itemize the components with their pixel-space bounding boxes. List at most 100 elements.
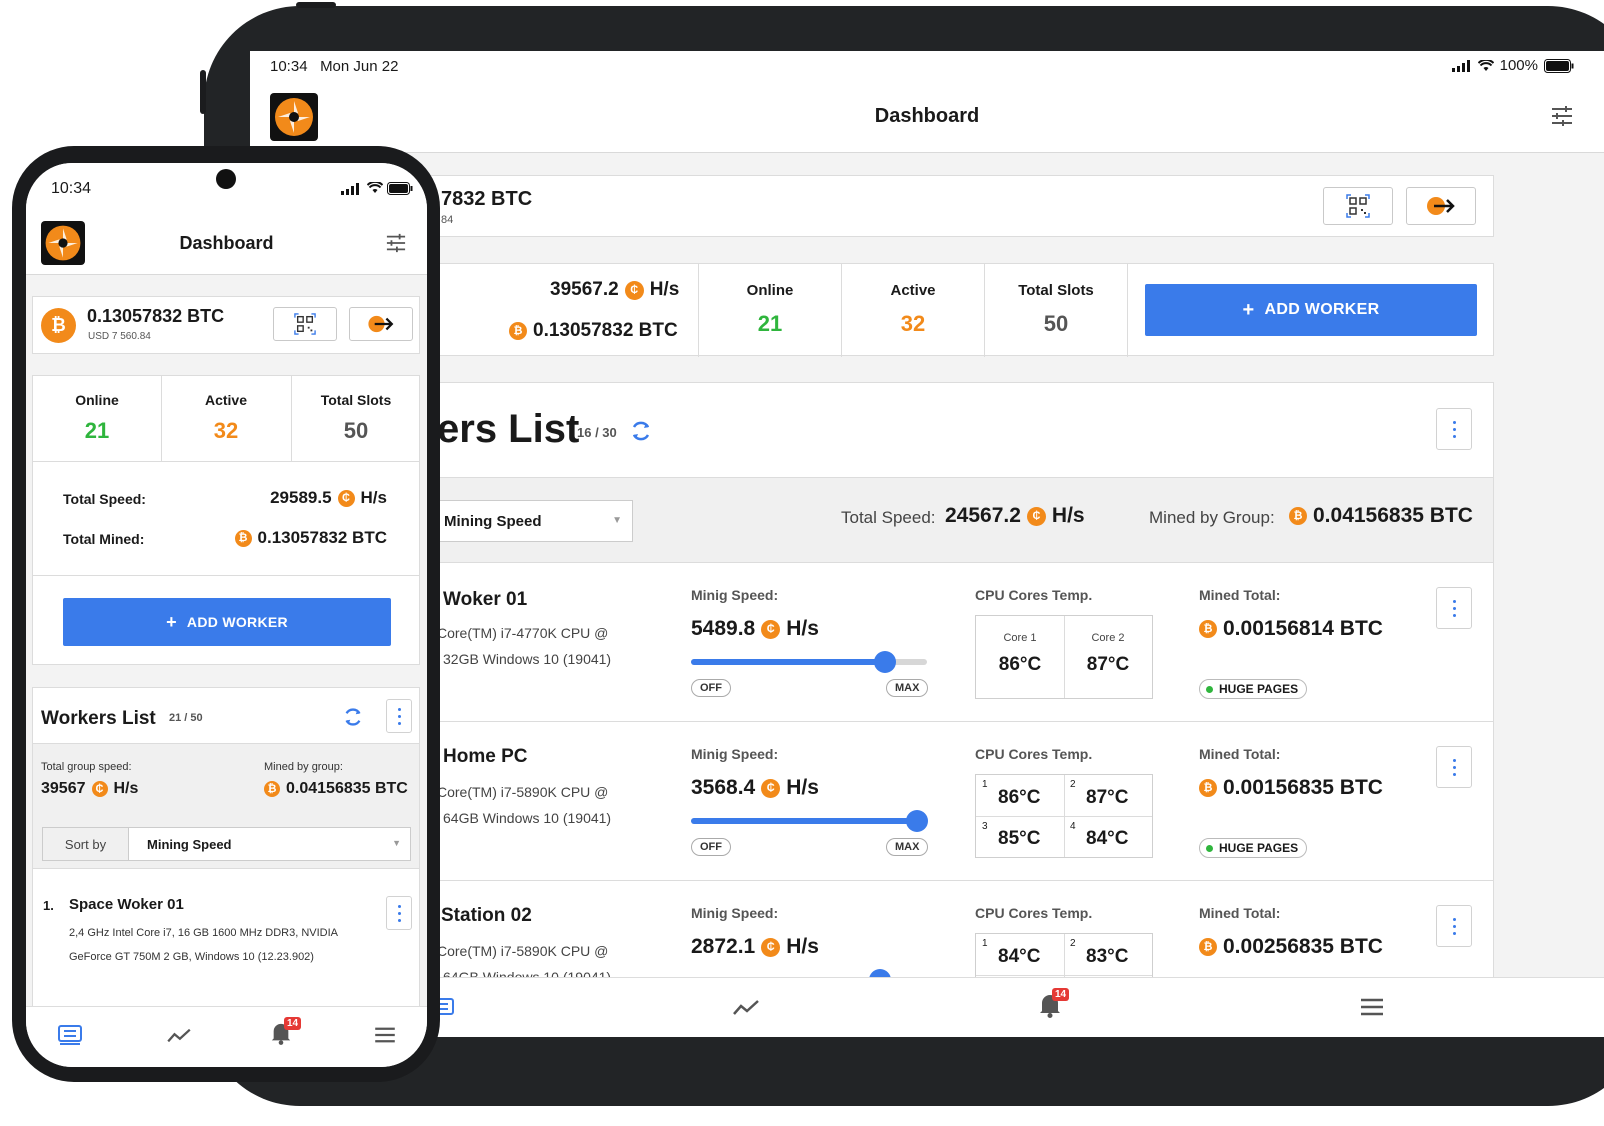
app-logo-icon[interactable] xyxy=(270,93,318,141)
worker-row[interactable]: Station 02 Core(TM) i7-5890K CPU @ 64GB … xyxy=(250,881,1493,1037)
worker-speed-unit: H/s xyxy=(786,776,819,799)
filter-settings-icon[interactable] xyxy=(1550,105,1574,127)
withdraw-button[interactable] xyxy=(1406,187,1476,225)
workers-list-title: Workers List xyxy=(41,708,156,729)
divider xyxy=(291,376,292,461)
workers-count: 16 / 30 xyxy=(577,425,617,440)
group-summary: Total group speed: 39567 ₵ H/s Mined by … xyxy=(33,743,419,869)
tab-notifications[interactable]: 14 xyxy=(270,1017,302,1049)
speed-slider-knob[interactable] xyxy=(873,651,896,673)
battery-icon xyxy=(387,182,413,195)
worker-speed: 5489.8 ₵ H/s xyxy=(691,617,819,641)
worker-menu-button[interactable] xyxy=(386,896,412,930)
worker-spec: 64GB Windows 10 (19041) xyxy=(443,810,612,826)
speed-slider-knob[interactable] xyxy=(906,810,928,832)
status-time: 10:34 xyxy=(51,180,92,197)
filter-settings-icon[interactable] xyxy=(385,233,407,253)
divider xyxy=(33,575,419,576)
withdraw-button[interactable] xyxy=(349,307,413,341)
slots-count: 50 xyxy=(1043,311,1069,336)
group-speed-value: 39567 xyxy=(41,780,86,797)
refresh-icon[interactable] xyxy=(629,419,653,443)
bitcoin-icon: ₿ xyxy=(234,529,252,547)
slider-max-label: MAX xyxy=(886,679,929,697)
speed-label: Minig Speed: xyxy=(691,905,779,921)
qr-code-icon xyxy=(294,313,316,335)
cellular-signal-icon xyxy=(341,183,359,195)
online-count: 21 xyxy=(84,418,110,443)
online-label: Online xyxy=(746,282,794,299)
worker-row[interactable]: Home PC Core(TM) i7-5890K CPU @ 64GB Win… xyxy=(250,722,1493,881)
withdraw-icon xyxy=(368,315,394,333)
divider xyxy=(33,461,419,462)
add-worker-button[interactable]: + ADD WORKER xyxy=(63,598,391,646)
list-item[interactable]: 1. Space Woker 01 2,4 GHz Intel Core i7,… xyxy=(33,870,419,1030)
core-index: 1 xyxy=(982,938,988,949)
slots-count: 50 xyxy=(343,418,369,443)
worker-menu-button[interactable] xyxy=(1436,746,1472,788)
worker-menu-button[interactable] xyxy=(1436,587,1472,629)
core-temp: 86°C xyxy=(998,787,1041,808)
worker-row[interactable]: Woker 01 Core(TM) i7-4770K CPU @ 32GB Wi… xyxy=(250,563,1493,722)
speed-slider[interactable] xyxy=(691,810,928,832)
wifi-icon xyxy=(1477,59,1494,71)
core-index: 3 xyxy=(982,821,988,832)
wallet-usd: 84 xyxy=(441,214,454,226)
tab-dashboard-icon[interactable] xyxy=(58,1025,82,1045)
divider xyxy=(1064,616,1065,698)
page-title: Dashboard xyxy=(179,233,274,253)
hashrate-coin-icon: ₵ xyxy=(1026,506,1046,526)
sort-select[interactable]: Sort by Mining Speed ▼ xyxy=(42,827,411,861)
speed-slider-fill xyxy=(691,659,885,665)
mined-group: ₿ 0.04156835 BTC xyxy=(1289,504,1473,528)
group-speed-unit: H/s xyxy=(113,780,139,797)
group-summary-bar: Mining Speed ▼ Total Speed: 24567.2 ₵ H/… xyxy=(250,477,1493,563)
active-count: 32 xyxy=(213,418,239,443)
app-logo-icon[interactable] xyxy=(41,221,85,265)
core-index: 1 xyxy=(982,779,988,790)
tab-statistics-icon[interactable] xyxy=(732,998,760,1018)
core-temp: 87°C xyxy=(1086,654,1130,675)
worker-cpu: Core(TM) i7-5890K CPU @ xyxy=(437,943,609,959)
online-label: Online xyxy=(75,392,119,408)
tab-notifications[interactable]: 14 xyxy=(1038,988,1070,1020)
add-worker-button[interactable]: + ADD WORKER xyxy=(1145,284,1477,336)
chevron-down-icon: ▼ xyxy=(612,515,622,526)
worker-name: Space Woker 01 xyxy=(69,896,184,913)
bitcoin-icon: ₿ xyxy=(1289,507,1307,525)
battery-icon xyxy=(1544,58,1574,73)
tab-menu-icon[interactable] xyxy=(1360,998,1384,1016)
worker-name: Woker 01 xyxy=(443,589,528,610)
active-label: Active xyxy=(890,282,936,299)
list-menu-button[interactable] xyxy=(1436,408,1472,450)
sort-select[interactable]: Mining Speed ▼ xyxy=(431,500,633,542)
core-index: 2 xyxy=(1070,938,1076,949)
worker-spec: GeForce GT 750M 2 GB, Windows 10 (12.23.… xyxy=(69,951,314,963)
core-name: Core 2 xyxy=(1091,632,1125,644)
worker-menu-button[interactable] xyxy=(1436,905,1472,947)
tablet-app-header: Dashboard xyxy=(250,83,1604,153)
tab-menu-icon[interactable] xyxy=(374,1027,396,1043)
list-menu-button[interactable] xyxy=(386,699,412,733)
speed-slider[interactable] xyxy=(691,651,927,673)
wallet-usd: USD 7 560.84 xyxy=(88,331,151,342)
total-speed-label: Total Speed: xyxy=(841,508,936,527)
speed-label: Minig Speed: xyxy=(691,746,779,762)
hashrate-coin-icon: ₵ xyxy=(337,489,355,507)
qr-code-button[interactable] xyxy=(273,307,337,341)
refresh-icon[interactable] xyxy=(342,706,364,728)
workers-list-panel: Workers List 21 / 50 Total group speed: … xyxy=(32,687,420,1027)
core-temp: 84°C xyxy=(998,946,1041,967)
worker-speed-unit: H/s xyxy=(786,935,819,958)
summary-speed-value: 39567.2 xyxy=(550,279,619,300)
bitcoin-icon: ₿ xyxy=(1199,938,1217,956)
slider-off-label: OFF xyxy=(691,679,731,697)
total-speed-label: Total Speed: xyxy=(63,491,146,507)
workers-list-panel: ers List 16 / 30 Mining Speed ▼ Total Sp… xyxy=(250,382,1494,1037)
summary-speed-unit: H/s xyxy=(649,279,680,300)
front-camera xyxy=(216,169,236,189)
divider xyxy=(976,816,1152,817)
tab-statistics-icon[interactable] xyxy=(166,1027,192,1045)
core-temp: 83°C xyxy=(1086,946,1129,967)
qr-code-button[interactable] xyxy=(1323,187,1393,225)
